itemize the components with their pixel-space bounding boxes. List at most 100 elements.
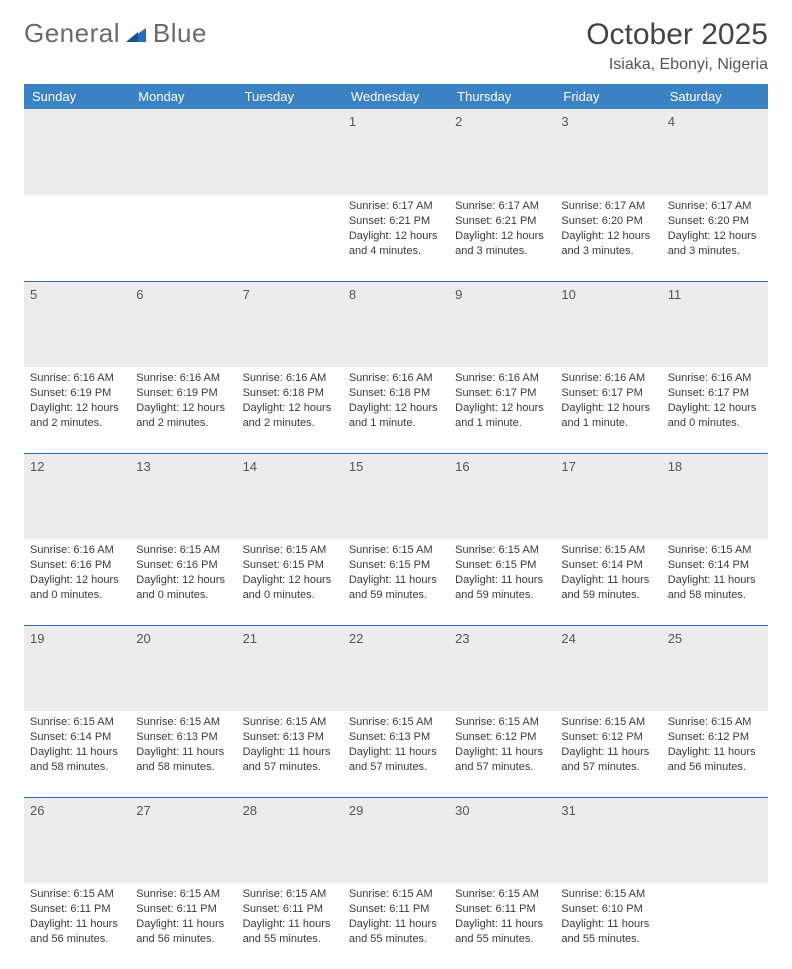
day-cell: Sunrise: 6:15 AMSunset: 6:11 PMDaylight:… xyxy=(24,883,130,969)
day-body-row: Sunrise: 6:16 AMSunset: 6:16 PMDaylight:… xyxy=(24,539,768,625)
day-sunset: Sunset: 6:15 PM xyxy=(455,558,549,573)
weekday-header-row: Sunday Monday Tuesday Wednesday Thursday… xyxy=(24,84,768,109)
day-cell: Sunrise: 6:16 AMSunset: 6:19 PMDaylight:… xyxy=(24,367,130,453)
day-sunset: Sunset: 6:11 PM xyxy=(30,902,124,917)
weekday-header: Friday xyxy=(555,84,661,109)
day-sunrise: Sunrise: 6:15 AM xyxy=(136,715,230,730)
day-number: 2 xyxy=(455,114,462,129)
day-cell xyxy=(662,883,768,969)
day-daylight: Daylight: 11 hours and 58 minutes. xyxy=(136,745,230,775)
day-number: 12 xyxy=(30,459,44,474)
day-number-cell: 2 xyxy=(449,109,555,195)
day-number: 30 xyxy=(455,803,469,818)
day-number-cell: 29 xyxy=(343,797,449,883)
day-daylight: Daylight: 11 hours and 59 minutes. xyxy=(349,573,443,603)
day-number-cell xyxy=(24,109,130,195)
day-number: 29 xyxy=(349,803,363,818)
day-daylight: Daylight: 11 hours and 56 minutes. xyxy=(136,917,230,947)
day-sunset: Sunset: 6:17 PM xyxy=(668,386,762,401)
day-number: 4 xyxy=(668,114,675,129)
day-cell: Sunrise: 6:15 AMSunset: 6:12 PMDaylight:… xyxy=(555,711,661,797)
day-cell: Sunrise: 6:16 AMSunset: 6:18 PMDaylight:… xyxy=(343,367,449,453)
day-cell: Sunrise: 6:15 AMSunset: 6:14 PMDaylight:… xyxy=(662,539,768,625)
day-number: 6 xyxy=(136,287,143,302)
day-number-cell: 31 xyxy=(555,797,661,883)
day-sunset: Sunset: 6:11 PM xyxy=(349,902,443,917)
day-daylight: Daylight: 12 hours and 0 minutes. xyxy=(136,573,230,603)
day-sunrise: Sunrise: 6:15 AM xyxy=(349,887,443,902)
day-number: 8 xyxy=(349,287,356,302)
day-body-row: Sunrise: 6:15 AM Sunset: 6:14 PM Daylight:… xyxy=(24,711,768,797)
day-sunrise: Sunrise: 6:17 AM xyxy=(455,199,549,214)
day-number: 28 xyxy=(243,803,257,818)
day-sunrise: Sunrise: 6:15 AM xyxy=(243,543,337,558)
weekday-header: Saturday xyxy=(662,84,768,109)
day-sunset: Sunset: 6:21 PM xyxy=(349,214,443,229)
day-number: 22 xyxy=(349,631,363,646)
day-number: 7 xyxy=(243,287,250,302)
day-number-cell: 3 xyxy=(555,109,661,195)
day-daylight: Daylight: 11 hours and 57 minutes. xyxy=(561,745,655,775)
day-cell: Sunrise: 6:16 AMSunset: 6:16 PMDaylight:… xyxy=(24,539,130,625)
day-number-cell: 9 xyxy=(449,281,555,367)
day-sunset: Sunset: 6:10 PM xyxy=(561,902,655,917)
day-number-cell xyxy=(662,797,768,883)
day-sunset: Sunset: 6:21 PM xyxy=(455,214,549,229)
day-number-cell: 21 xyxy=(237,625,343,711)
day-number-cell: 6 xyxy=(130,281,236,367)
day-sunrise: Sunrise: 6:15 AM xyxy=(561,543,655,558)
day-cell xyxy=(237,195,343,281)
day-sunset: Sunset: 6:14 PM xyxy=(30,730,124,745)
day-number-cell: 26 xyxy=(24,797,130,883)
day-sunset: Sunset: 6:16 PM xyxy=(136,558,230,573)
day-sunset: Sunset: 6:17 PM xyxy=(455,386,549,401)
day-daylight: Daylight: 11 hours and 57 minutes. xyxy=(349,745,443,775)
title-block: October 2025 Isiaka, Ebonyi, Nigeria xyxy=(586,18,768,74)
day-body-row: Sunrise: 6:16 AMSunset: 6:19 PMDaylight:… xyxy=(24,367,768,453)
day-sunrise: Sunrise: 6:15 AM xyxy=(349,543,443,558)
weekday-header: Sunday xyxy=(24,84,130,109)
day-number-cell: 8 xyxy=(343,281,449,367)
day-number-cell: 28 xyxy=(237,797,343,883)
day-number-cell: 17 xyxy=(555,453,661,539)
day-number-cell xyxy=(130,109,236,195)
day-cell: Sunrise: 6:15 AMSunset: 6:11 PMDaylight:… xyxy=(449,883,555,969)
day-daylight: Daylight: 12 hours and 3 minutes. xyxy=(455,229,549,259)
day-number-cell: 14 xyxy=(237,453,343,539)
day-sunrise: Sunrise: 6:15 AM xyxy=(136,887,230,902)
day-number: 26 xyxy=(30,803,44,818)
day-number-cell: 5 xyxy=(24,281,130,367)
day-number: 14 xyxy=(243,459,257,474)
day-cell: Sunrise: 6:15 AMSunset: 6:10 PMDaylight:… xyxy=(555,883,661,969)
day-cell: Sunrise: 6:15 AMSunset: 6:12 PMDaylight:… xyxy=(662,711,768,797)
day-number-cell: 20 xyxy=(130,625,236,711)
month-title: October 2025 xyxy=(586,18,768,52)
day-sunrise: Sunrise: 6:15 AM xyxy=(561,887,655,902)
day-cell: Sunrise: 6:15 AMSunset: 6:13 PMDaylight:… xyxy=(237,711,343,797)
day-number-cell: 11 xyxy=(662,281,768,367)
header: General Blue October 2025 Isiaka, Ebonyi… xyxy=(24,18,768,74)
day-number: 23 xyxy=(455,631,469,646)
day-sunset: Sunset: 6:11 PM xyxy=(243,902,337,917)
weekday-header: Tuesday xyxy=(237,84,343,109)
day-sunrise: Sunrise: 6:17 AM xyxy=(561,199,655,214)
day-daylight: Daylight: 11 hours and 56 minutes. xyxy=(668,745,762,775)
day-daylight: Daylight: 12 hours and 2 minutes. xyxy=(136,401,230,431)
day-number-cell: 25 xyxy=(662,625,768,711)
day-number-cell: 27 xyxy=(130,797,236,883)
day-daylight: Daylight: 12 hours and 4 minutes. xyxy=(349,229,443,259)
day-number-row: 1234 xyxy=(24,109,768,195)
day-sunrise: Sunrise: 6:15 AM xyxy=(136,543,230,558)
day-sunset: Sunset: 6:18 PM xyxy=(243,386,337,401)
day-sunrise: Sunrise: 6:15 AM xyxy=(668,543,762,558)
day-number-cell: 12 xyxy=(24,453,130,539)
day-daylight: Daylight: 12 hours and 0 minutes. xyxy=(668,401,762,431)
day-sunset: Sunset: 6:12 PM xyxy=(561,730,655,745)
day-daylight: Daylight: 12 hours and 0 minutes. xyxy=(30,573,124,603)
day-number-row: 567891011 xyxy=(24,281,768,367)
day-daylight: Daylight: 11 hours and 56 minutes. xyxy=(30,917,124,947)
day-sunset: Sunset: 6:13 PM xyxy=(136,730,230,745)
weekday-header: Monday xyxy=(130,84,236,109)
day-sunset: Sunset: 6:13 PM xyxy=(349,730,443,745)
day-number-cell: 16 xyxy=(449,453,555,539)
